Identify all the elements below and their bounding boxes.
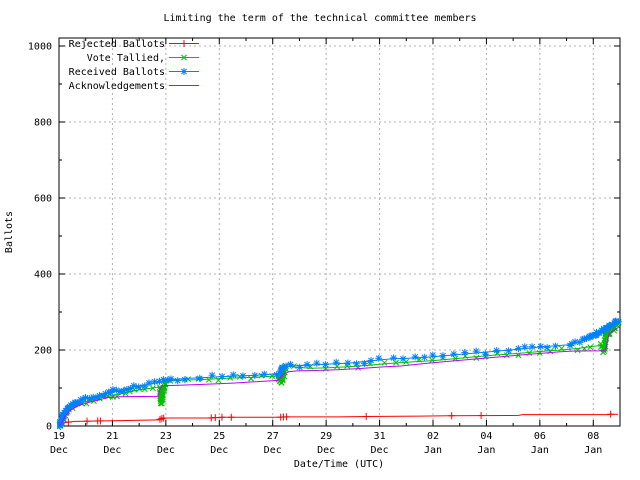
svg-text:Dec: Dec xyxy=(157,445,175,456)
svg-text:1000: 1000 xyxy=(28,42,52,53)
svg-text:08: 08 xyxy=(587,431,599,442)
svg-text:600: 600 xyxy=(34,194,52,205)
series-markers xyxy=(64,410,615,426)
series-received-ballots xyxy=(57,317,623,430)
y-axis-label: Ballots xyxy=(4,211,15,253)
series-line xyxy=(58,327,619,427)
svg-text:Acknowledgements: Acknowledgements xyxy=(69,81,165,92)
legend-item-vote-tallied: Vote Tallied, xyxy=(87,53,199,64)
svg-text:800: 800 xyxy=(34,118,52,129)
svg-text:Jan: Jan xyxy=(477,445,495,456)
svg-text:04: 04 xyxy=(480,431,492,442)
svg-text:Dec: Dec xyxy=(264,445,282,456)
svg-text:31: 31 xyxy=(374,431,386,442)
series-rejected-ballots xyxy=(58,410,619,427)
svg-text:0: 0 xyxy=(46,422,52,433)
svg-text:200: 200 xyxy=(34,346,52,357)
svg-text:Jan: Jan xyxy=(584,445,602,456)
series-markers xyxy=(57,319,622,430)
svg-text:400: 400 xyxy=(34,270,52,281)
svg-text:Dec: Dec xyxy=(317,445,335,456)
svg-text:Dec: Dec xyxy=(210,445,228,456)
series-line xyxy=(58,413,619,427)
svg-text:Vote Tallied,: Vote Tallied, xyxy=(87,53,165,64)
svg-text:Rejected Ballots: Rejected Ballots xyxy=(69,39,165,50)
axis-ticks xyxy=(59,38,620,426)
svg-text:Dec: Dec xyxy=(371,445,389,456)
x-axis-label: Date/Time (UTC) xyxy=(294,459,384,470)
series-vote-tallied xyxy=(57,319,622,430)
svg-text:Jan: Jan xyxy=(424,445,442,456)
svg-text:21: 21 xyxy=(106,431,118,442)
legend-item-received-ballots: Received Ballots xyxy=(69,67,199,78)
plot-border xyxy=(58,37,621,427)
legend: Rejected Ballots Vote Tallied, Received Ba… xyxy=(69,39,199,92)
series-line xyxy=(58,320,619,427)
legend-item-acknowledgements: Acknowledgements xyxy=(69,81,199,92)
svg-text:25: 25 xyxy=(213,431,225,442)
svg-text:19: 19 xyxy=(53,431,65,442)
legend-item-rejected-ballots: Rejected Ballots xyxy=(69,39,199,50)
svg-text:Dec: Dec xyxy=(103,445,121,456)
svg-text:06: 06 xyxy=(534,431,546,442)
chart-title: Limiting the term of the technical commi… xyxy=(163,13,476,24)
svg-text:Received Ballots: Received Ballots xyxy=(69,67,165,78)
svg-text:27: 27 xyxy=(267,431,279,442)
plot-area: 19 Dec 21 Dec 23 Dec 25 Dec 27 Dec 29 Dec 31 Dec 02 Jan… xyxy=(28,37,623,456)
svg-text:Jan: Jan xyxy=(531,445,549,456)
x-tick-labels: 19 Dec 21 Dec 23 Dec 25 Dec 27 Dec 29 Dec 31 Dec 02 Jan… xyxy=(50,431,602,456)
series-line xyxy=(58,322,619,427)
svg-text:02: 02 xyxy=(427,431,439,442)
series-acknowledgements xyxy=(58,327,619,427)
svg-text:Dec: Dec xyxy=(50,445,68,456)
gridlines xyxy=(59,38,620,426)
series-markers xyxy=(57,317,623,430)
svg-text:23: 23 xyxy=(160,431,172,442)
svg-text:29: 29 xyxy=(320,431,332,442)
y-tick-labels: 0 200 400 600 800 1000 xyxy=(28,42,52,433)
